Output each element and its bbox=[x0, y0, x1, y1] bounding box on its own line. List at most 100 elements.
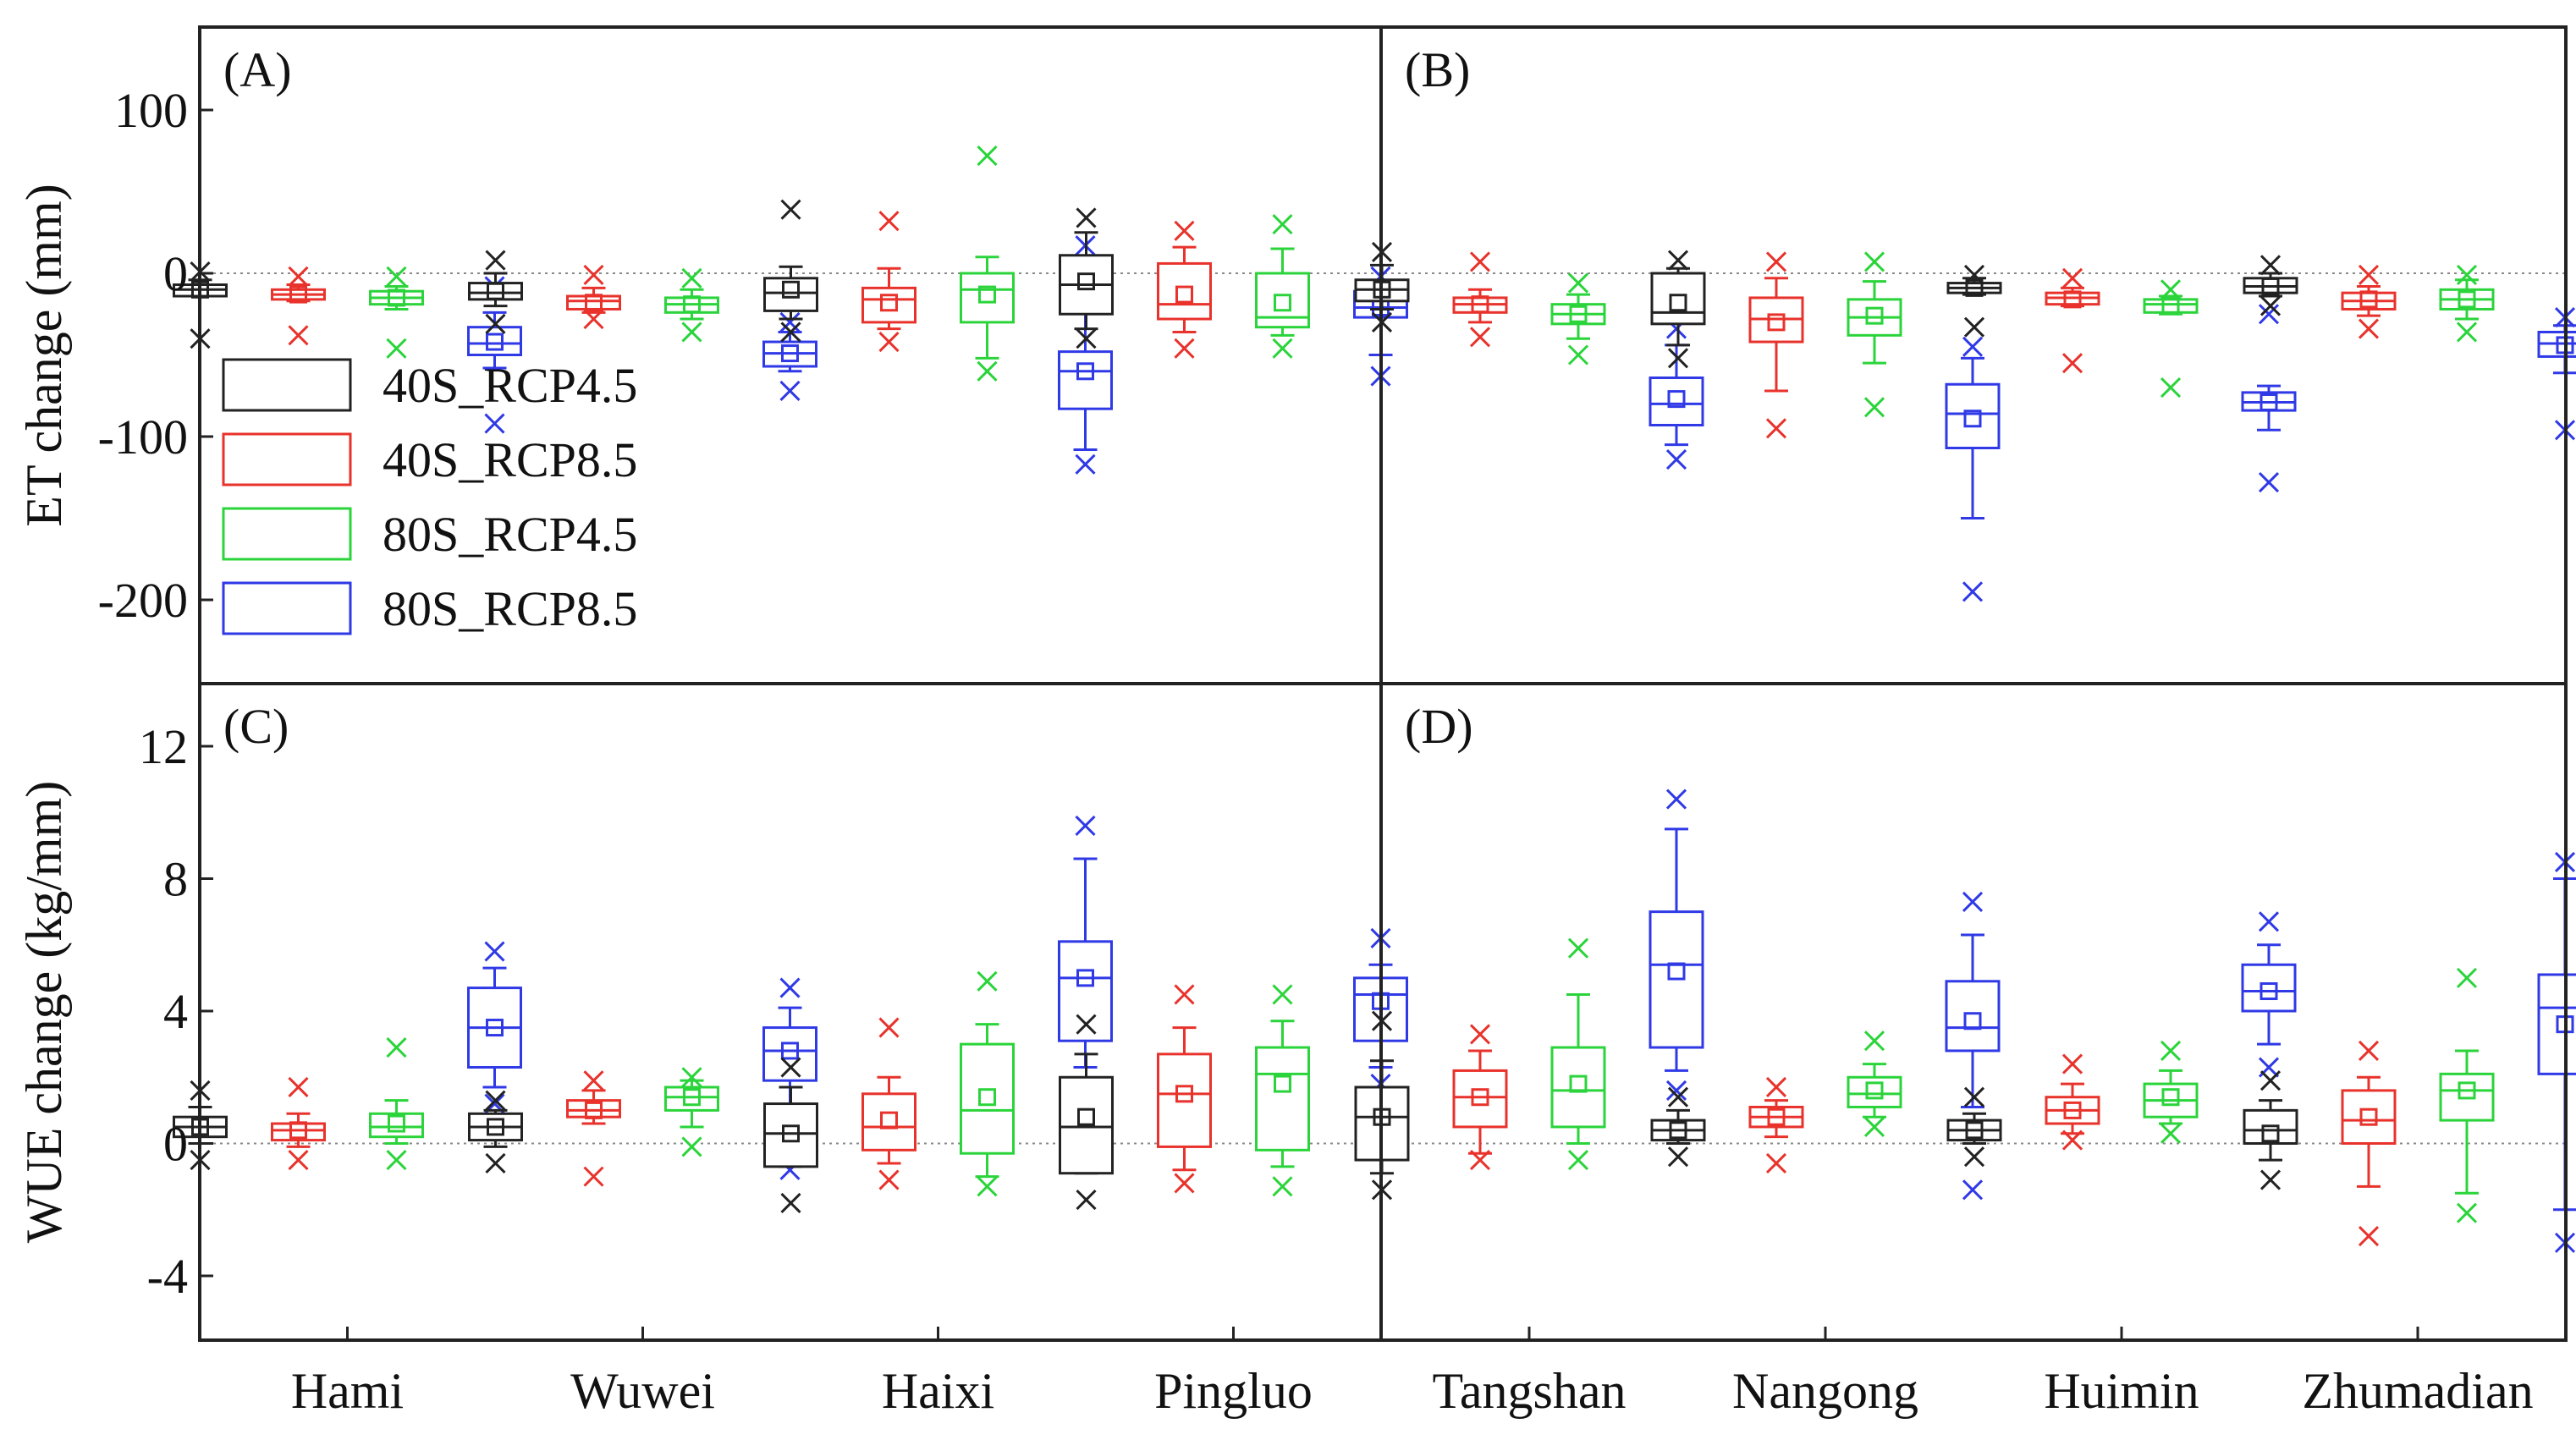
y-tick-label: -4 bbox=[147, 1249, 188, 1304]
outlier-high bbox=[583, 1070, 604, 1091]
box-nangong-1 bbox=[1748, 251, 1804, 439]
outlier-high bbox=[1665, 789, 1687, 810]
box-tangshan-1 bbox=[1452, 1024, 1508, 1171]
x-tick-label: Haixi bbox=[882, 1363, 994, 1419]
outlier-high bbox=[1174, 220, 1195, 241]
outlier-low bbox=[2358, 1225, 2380, 1247]
mean-marker bbox=[585, 294, 603, 312]
panel-label: (D) bbox=[1405, 699, 1473, 754]
mean-marker bbox=[782, 280, 800, 299]
mean-marker bbox=[1767, 1107, 1786, 1126]
outlier-high bbox=[1962, 336, 1984, 357]
mean-marker bbox=[1963, 1012, 1982, 1031]
box bbox=[664, 1085, 719, 1112]
chart-frames bbox=[198, 25, 2568, 1342]
outlier-low bbox=[2260, 295, 2282, 316]
mean-marker bbox=[978, 1088, 996, 1107]
box-wuwei-1 bbox=[566, 1070, 621, 1187]
outlier-high bbox=[1963, 264, 1985, 285]
box-huimin-1 bbox=[2045, 1053, 2100, 1151]
outlier-high bbox=[1567, 937, 1589, 959]
outlier-high bbox=[2260, 255, 2282, 276]
outlier-high bbox=[977, 145, 998, 167]
outlier-high bbox=[1075, 815, 1096, 836]
outlier-low bbox=[485, 313, 506, 334]
chart-text: 100 0 -100 -200 ET change (mm) 12 8 4 0 -4 WUE cha… bbox=[16, 42, 2534, 1419]
outlier-low bbox=[977, 360, 998, 382]
box-haixi-1 bbox=[861, 1017, 916, 1190]
box-pingluo-0 bbox=[1059, 207, 1114, 349]
mean-marker bbox=[1965, 278, 1984, 297]
box-wuwei-2 bbox=[664, 267, 719, 343]
outlier-low bbox=[1667, 1146, 1689, 1168]
outlier-low bbox=[779, 380, 801, 402]
mean-marker bbox=[1667, 390, 1686, 409]
legend-item-3: 80S_RCP8.5 bbox=[222, 581, 637, 636]
box bbox=[1650, 272, 1706, 326]
outlier-high bbox=[2258, 304, 2280, 325]
box bbox=[1945, 980, 2001, 1053]
outlier-high bbox=[485, 1090, 506, 1111]
outlier-low bbox=[681, 322, 702, 343]
y-tick-label: 0 bbox=[163, 1117, 188, 1172]
x-tick-label: Wuwei bbox=[570, 1363, 715, 1419]
mean-marker bbox=[486, 1019, 504, 1037]
mean-marker bbox=[289, 285, 307, 304]
box-haixi-0 bbox=[763, 199, 818, 343]
outlier-low bbox=[2456, 1202, 2478, 1223]
mean-marker bbox=[1175, 285, 1193, 304]
box-hami-1 bbox=[271, 1076, 326, 1171]
mean-marker bbox=[388, 1114, 405, 1133]
mean-marker bbox=[1175, 1085, 1193, 1103]
mean-marker bbox=[289, 1121, 307, 1140]
outlier-low bbox=[1765, 418, 1787, 439]
mean-marker bbox=[683, 1088, 701, 1107]
x-tick-label: Huimin bbox=[2044, 1363, 2199, 1419]
box bbox=[566, 294, 621, 311]
box-pingluo-1 bbox=[1157, 984, 1212, 1194]
outlier-high bbox=[1076, 207, 1097, 228]
box bbox=[2241, 963, 2297, 1013]
box bbox=[960, 272, 1015, 324]
box bbox=[1945, 382, 2001, 450]
box bbox=[1649, 376, 1704, 426]
box-hami-3 bbox=[467, 941, 522, 1114]
outlier-high bbox=[484, 941, 505, 962]
outlier-low bbox=[977, 1176, 998, 1197]
outlier-high bbox=[2456, 264, 2478, 285]
box-wuwei-3 bbox=[762, 977, 817, 1180]
box-hami-2 bbox=[369, 266, 424, 359]
outlier-low bbox=[780, 1192, 801, 1213]
outlier-high bbox=[1174, 984, 1195, 1005]
box bbox=[861, 1092, 916, 1151]
mean-marker bbox=[2260, 982, 2278, 1001]
outlier-high bbox=[288, 266, 309, 287]
mean-marker bbox=[880, 1111, 898, 1129]
outlier-high bbox=[288, 1076, 309, 1098]
mean-marker bbox=[388, 289, 405, 307]
outlier-low bbox=[1469, 1150, 1491, 1171]
outlier-high bbox=[2061, 1053, 2083, 1075]
y-tick-label: -200 bbox=[98, 573, 188, 628]
box-nangong-0 bbox=[1650, 1086, 1706, 1168]
box-wuwei-0 bbox=[468, 250, 523, 334]
mean-marker bbox=[1569, 1075, 1588, 1093]
outlier-low bbox=[2456, 322, 2478, 343]
outlier-low bbox=[1076, 328, 1097, 349]
outlier-high bbox=[779, 977, 801, 998]
legend-item-2: 80S_RCP4.5 bbox=[222, 507, 637, 562]
outlier-high bbox=[1963, 1086, 1985, 1107]
y-tick-label: 100 bbox=[114, 83, 188, 138]
mean-marker bbox=[2063, 1101, 2082, 1119]
outlier-high bbox=[2061, 267, 2083, 289]
outlier-high bbox=[1469, 1024, 1491, 1045]
box-pingluo-2 bbox=[1255, 214, 1310, 359]
box-wuwei-2 bbox=[664, 1067, 719, 1157]
box bbox=[2341, 1089, 2397, 1146]
y-tick-label: 8 bbox=[163, 852, 188, 907]
mean-marker bbox=[1274, 294, 1291, 312]
outlier-high bbox=[878, 211, 900, 232]
outlier-low bbox=[484, 413, 505, 434]
box-huimin-0 bbox=[1946, 264, 2002, 338]
outlier-low bbox=[1567, 1150, 1589, 1171]
